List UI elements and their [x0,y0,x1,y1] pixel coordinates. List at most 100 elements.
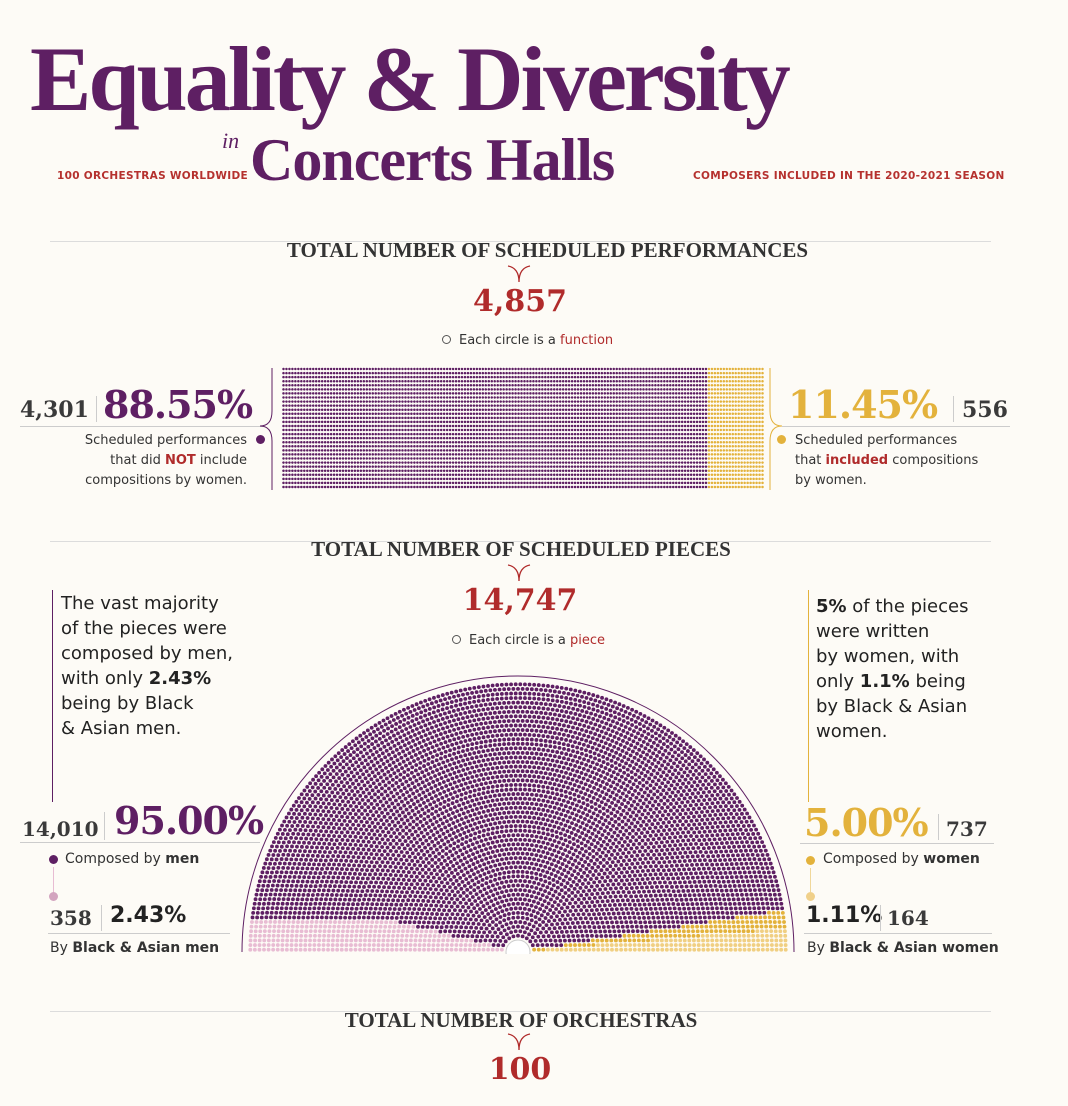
waffle-dot [609,445,613,448]
waffle-dot [728,392,732,395]
waffle-dot [445,388,449,391]
waffle-dot [457,408,461,411]
waffle-dot [466,457,470,460]
waffle-dot [660,388,663,391]
waffle-dot [621,432,624,436]
waffle-dot [526,428,529,432]
waffle-dot [734,457,737,460]
waffle-dot [499,388,502,391]
waffle-dot [639,436,642,440]
waffle-dot [508,384,511,387]
waffle-dot [422,424,425,428]
waffle-dot [538,420,541,424]
waffle-dot [755,408,758,411]
waffle-dot [347,404,351,407]
waffle-dot [505,400,508,403]
waffle-dot [710,416,714,420]
waffle-dot [451,424,455,428]
waffle-dot [731,473,735,477]
waffle-dot [460,412,464,416]
waffle-dot [380,412,383,416]
waffle-dot [291,469,294,472]
waffle-dot [288,424,291,428]
waffle-dot [401,396,404,399]
waffle-dot [707,473,711,477]
waffle-dot [558,473,562,477]
waffle-dot [529,424,532,428]
waffle-dot [332,477,336,481]
waffle-dot [707,428,711,432]
waffle-dot [674,473,678,477]
waffle-dot [341,379,345,383]
waffle-dot [493,469,496,472]
waffle-dot [630,408,633,411]
waffle-dot [371,445,374,448]
waffle-dot [639,379,642,383]
waffle-dot [692,404,696,407]
waffle-dot [630,379,633,383]
waffle-dot [645,461,648,464]
waffle-dot [413,392,416,395]
waffle-dot [755,367,758,371]
waffle-dot [493,420,496,424]
waffle-dot [475,424,479,428]
waffle-dot [547,436,550,440]
waffle-dot [407,367,410,371]
waffle-dot [294,404,297,407]
waffle-dot [740,412,743,416]
waffle-dot [579,477,583,481]
waffle-dot [294,388,297,391]
waffle-dot [633,445,636,448]
waffle-dot [451,445,455,448]
waffle-dot [392,453,395,456]
waffle-dot [401,379,404,383]
waffle-dot [669,440,672,444]
waffle-dot [350,400,354,403]
waffle-dot [642,367,645,371]
piece-dot [498,915,503,919]
waffle-dot [332,461,336,464]
waffle-dot [582,465,586,468]
waffle-dot [374,367,377,371]
waffle-dot [588,392,592,395]
waffle-dot [683,436,687,440]
waffle-dot [564,412,568,416]
waffle-dot [472,445,476,448]
waffle-dot [612,396,615,399]
waffle-dot [523,420,526,424]
waffle-dot [317,445,321,448]
waffle-dot [561,375,565,379]
waffle-dot [621,388,624,391]
waffle-dot [707,469,711,472]
waffle-dot [323,449,327,452]
waffle-dot [630,469,633,472]
waffle-dot [558,461,562,464]
waffle-dot [529,412,532,416]
waffle-dot [749,477,752,481]
waffle-dot [398,392,401,395]
waffle-dot [392,388,395,391]
waffle-dot [392,396,395,399]
waffle-dot [597,453,601,456]
waffle-dot [719,440,723,444]
waffle-dot [419,375,422,379]
waffle-dot [460,457,464,460]
waffle-dot [306,388,309,391]
waffle-dot [666,469,669,472]
waffle-dot [433,449,437,452]
waffle-dot [457,445,461,448]
waffle-dot [698,424,702,428]
waffle-dot [433,384,437,387]
waffle-dot [550,367,553,371]
waffle-dot [654,420,657,424]
waffle-dot [680,485,684,489]
waffle-dot [704,440,708,444]
waffle-dot [320,396,324,399]
waffle-dot [740,436,743,440]
waffle-dot [359,400,363,403]
waffle-dot [416,367,419,371]
waffle-dot [380,420,383,424]
divider [782,426,1010,427]
waffle-dot [445,396,449,399]
waffle-dot [695,453,699,456]
